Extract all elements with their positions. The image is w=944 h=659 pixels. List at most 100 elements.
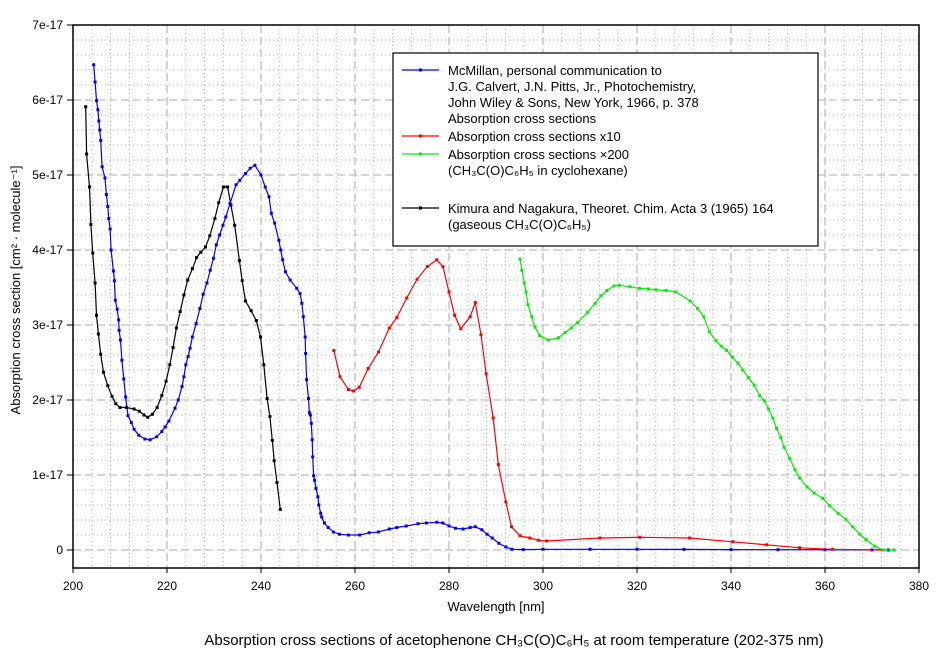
- data-point: [87, 185, 91, 189]
- data-point: [569, 326, 573, 330]
- data-point: [823, 548, 827, 552]
- data-point: [263, 185, 267, 189]
- data-point: [91, 251, 95, 255]
- data-point: [146, 415, 150, 419]
- data-point: [598, 536, 602, 540]
- data-point: [111, 269, 115, 273]
- data-point: [468, 315, 472, 319]
- data-point: [473, 301, 477, 304]
- data-point: [104, 193, 108, 196]
- data-point: [168, 363, 172, 367]
- data-point: [311, 455, 315, 459]
- data-point: [262, 363, 266, 367]
- data-point: [317, 503, 321, 507]
- data-point: [99, 139, 103, 142]
- data-point: [387, 527, 391, 531]
- data-point: [485, 532, 489, 536]
- data-point: [259, 335, 263, 339]
- data-point: [387, 326, 391, 330]
- x-tick-label: 200: [63, 579, 83, 593]
- data-point: [776, 548, 780, 552]
- legend-entry-text: Absorption cross sections ×200: [448, 147, 629, 162]
- data-point: [674, 290, 678, 294]
- data-point: [204, 245, 208, 249]
- data-point: [224, 215, 228, 219]
- data-point: [305, 378, 309, 382]
- y-tick-label: 1e-17: [32, 468, 63, 482]
- data-point: [357, 385, 361, 389]
- data-point: [93, 80, 97, 84]
- legend-entry-text: (CH₃C(O)C₆H₅ in cyclohexane): [448, 163, 628, 178]
- data-point: [522, 281, 526, 285]
- legend-swatch-marker: [419, 134, 422, 138]
- data-point: [346, 533, 350, 537]
- data-point: [326, 526, 330, 529]
- data-point: [798, 476, 802, 480]
- data-point: [730, 355, 734, 359]
- data-point: [103, 176, 107, 180]
- data-point: [281, 258, 285, 262]
- data-point: [851, 525, 855, 529]
- data-point: [441, 265, 445, 268]
- data-point: [100, 165, 104, 169]
- data-point: [496, 463, 500, 466]
- x-tick-label: 380: [909, 579, 929, 593]
- data-point: [184, 363, 188, 367]
- y-tick-label: 4e-17: [32, 243, 63, 257]
- x-tick-label: 360: [815, 579, 835, 593]
- data-point: [688, 299, 692, 303]
- data-point: [270, 439, 274, 442]
- data-point: [479, 333, 483, 337]
- legend-entry-text: Absorption cross sections: [448, 111, 597, 126]
- legend-box: [392, 52, 819, 247]
- data-point: [254, 319, 258, 322]
- data-point: [277, 238, 281, 242]
- data-point: [424, 521, 428, 525]
- data-point: [536, 538, 540, 542]
- data-point: [182, 293, 186, 297]
- data-point: [586, 310, 590, 314]
- x-tick-label: 220: [157, 579, 177, 593]
- data-point: [719, 344, 723, 348]
- data-point: [575, 321, 579, 325]
- data-point: [793, 468, 797, 472]
- data-point: [538, 334, 542, 337]
- x-axis-label: Wavelength [nm]: [447, 599, 544, 614]
- legend-entry-text: Absorption cross sections x10: [448, 129, 621, 144]
- data-point: [190, 335, 194, 339]
- data-point: [182, 375, 186, 379]
- data-point: [269, 211, 273, 215]
- data-point: [110, 394, 114, 398]
- data-point: [541, 547, 545, 551]
- data-point: [279, 248, 283, 252]
- data-point: [228, 202, 232, 205]
- data-point: [97, 119, 101, 123]
- data-point: [84, 105, 88, 109]
- data-point: [782, 445, 786, 449]
- data-point: [221, 185, 225, 189]
- data-point: [313, 478, 317, 482]
- data-point: [199, 250, 203, 254]
- data-point: [312, 474, 316, 478]
- data-point: [96, 332, 100, 336]
- data-point: [736, 361, 740, 365]
- data-point: [319, 511, 323, 515]
- data-point: [520, 268, 524, 272]
- data-point: [160, 430, 164, 433]
- data-point: [234, 183, 238, 187]
- data-point: [316, 495, 320, 499]
- data-point: [208, 234, 212, 238]
- data-point: [180, 385, 184, 388]
- data-point: [114, 402, 118, 406]
- data-point: [377, 350, 380, 354]
- data-point: [150, 412, 154, 416]
- data-point: [617, 283, 621, 287]
- data-point: [762, 399, 766, 403]
- data-point: [320, 515, 324, 519]
- data-point: [306, 397, 310, 400]
- data-point: [593, 301, 597, 305]
- data-point: [278, 508, 282, 511]
- y-tick-label: 3e-17: [32, 318, 63, 332]
- data-point: [265, 397, 269, 400]
- data-point: [729, 548, 733, 552]
